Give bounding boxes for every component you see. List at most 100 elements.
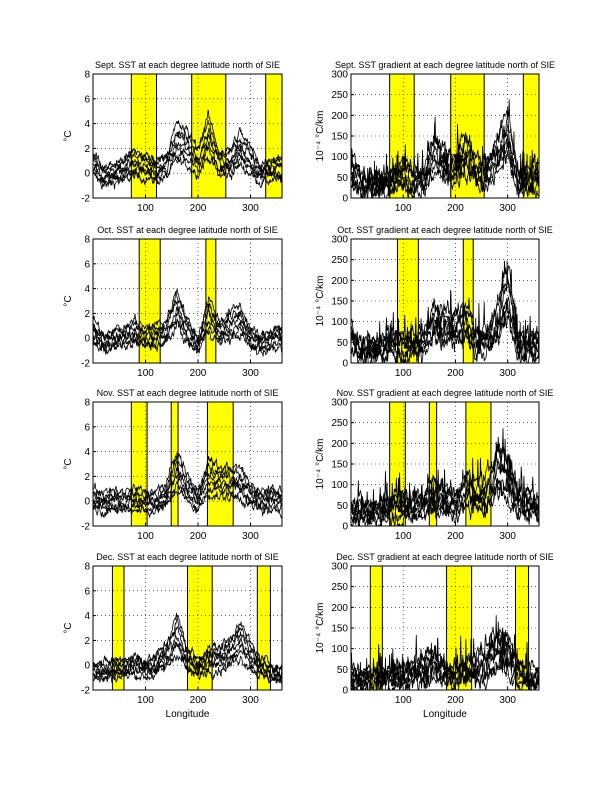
y-tick-label: 0 <box>342 522 348 533</box>
series-line <box>93 318 282 354</box>
series-line <box>351 436 539 517</box>
y-tick-label: -2 <box>81 359 90 370</box>
y-tick-label: 100 <box>331 152 348 163</box>
series-group <box>351 99 539 198</box>
series-line <box>351 626 539 682</box>
x-tick-label: 200 <box>447 695 464 706</box>
series-line <box>93 120 282 174</box>
y-tick-label: 6 <box>84 422 90 433</box>
series-line <box>351 305 539 363</box>
y-tick-label: 100 <box>331 480 348 491</box>
series-line <box>351 302 539 363</box>
x-tick-label: 100 <box>137 531 154 542</box>
y-tick-label: 4 <box>84 119 90 130</box>
axes-frame <box>92 565 283 691</box>
series-line <box>93 145 282 188</box>
series-line <box>93 454 282 502</box>
x-tick-label: 100 <box>395 203 412 214</box>
subplot-title: Nov. SST at each degree latitude north o… <box>97 388 279 398</box>
series-group <box>351 615 539 690</box>
y-tick-label: 200 <box>331 439 348 450</box>
series-group <box>93 109 282 190</box>
series-line <box>351 106 539 190</box>
y-tick-label: 200 <box>331 276 348 287</box>
x-tick-label: 100 <box>395 695 412 706</box>
y-tick-label: 150 <box>331 132 348 143</box>
y-axis-label: °C <box>63 130 74 141</box>
y-tick-label: 0 <box>84 661 90 672</box>
subplot-title: Oct. SST at each degree latitude north o… <box>97 225 277 235</box>
y-tick-label: 300 <box>331 562 348 573</box>
subplot-title: Sept. SST at each degree latitude north … <box>95 60 280 70</box>
y-tick-label: 150 <box>331 624 348 635</box>
y-axis-label: 10⁻⁴ °C/km <box>315 111 326 162</box>
series-line <box>93 654 282 685</box>
x-tick-label: 200 <box>190 368 207 379</box>
subplot-title: Dec. SST gradient at each degree latitud… <box>336 552 553 562</box>
y-tick-label: 8 <box>84 235 90 246</box>
y-tick-label: 0 <box>84 497 90 508</box>
x-axis-label: Longitude <box>166 709 210 720</box>
subplot-title: Dec. SST at each degree latitude north o… <box>96 552 278 562</box>
subplot-title: Oct. SST gradient at each degree latitud… <box>337 225 552 235</box>
y-tick-label: 250 <box>331 582 348 593</box>
series-line <box>351 99 539 186</box>
x-tick-label: 300 <box>499 368 516 379</box>
x-tick-label: 200 <box>447 203 464 214</box>
y-tick-label: 4 <box>84 447 90 458</box>
y-tick-label: 4 <box>84 284 90 295</box>
y-tick-label: 0 <box>342 194 348 205</box>
x-tick-label: 300 <box>242 203 259 214</box>
x-tick-label: 100 <box>395 531 412 542</box>
y-tick-label: 0 <box>342 359 348 370</box>
series-line <box>351 428 539 513</box>
y-tick-label: 8 <box>84 70 90 81</box>
y-tick-label: 2 <box>84 472 90 483</box>
axes-frame <box>92 73 283 199</box>
series-line <box>351 471 539 526</box>
highlight-band <box>206 401 234 527</box>
x-tick-label: 100 <box>137 203 154 214</box>
highlight-band <box>205 238 217 364</box>
y-tick-label: 4 <box>84 611 90 622</box>
y-tick-label: 100 <box>331 317 348 328</box>
series-line <box>93 626 282 679</box>
y-tick-label: 2 <box>84 309 90 320</box>
y-tick-label: 100 <box>331 644 348 655</box>
x-tick-label: 200 <box>190 203 207 214</box>
series-line <box>93 467 282 509</box>
series-line <box>351 260 539 356</box>
x-tick-label: 300 <box>242 531 259 542</box>
y-tick-label: 50 <box>337 338 349 349</box>
series-group <box>93 452 282 519</box>
x-tick-label: 200 <box>447 531 464 542</box>
series-group <box>93 288 282 357</box>
x-tick-label: 300 <box>242 695 259 706</box>
axes-frame <box>92 238 283 364</box>
y-tick-label: 0 <box>342 686 348 697</box>
y-tick-label: 8 <box>84 398 90 409</box>
y-tick-label: 250 <box>331 90 348 101</box>
y-tick-label: 150 <box>331 297 348 308</box>
x-tick-label: 300 <box>499 203 516 214</box>
highlight-band <box>130 73 158 199</box>
y-tick-label: 6 <box>84 94 90 105</box>
subplot-title: Sept. SST gradient at each degree latitu… <box>335 60 555 70</box>
subplot-0: 100 200 300 -2 0 2 4 6 8 Sept. SST at each degree… <box>63 60 283 214</box>
y-tick-label: 200 <box>331 111 348 122</box>
x-tick-label: 300 <box>242 368 259 379</box>
series-line <box>351 621 539 688</box>
y-tick-label: -2 <box>81 686 90 697</box>
x-tick-label: 200 <box>447 368 464 379</box>
y-axis-label: 10⁻⁴ °C/km <box>315 276 326 327</box>
y-tick-label: 150 <box>331 460 348 471</box>
series-line <box>93 643 282 684</box>
y-axis-label: °C <box>63 622 74 633</box>
x-tick-label: 100 <box>395 368 412 379</box>
subplot-title: Nov. SST gradient at each degree latitud… <box>337 388 554 398</box>
y-axis-label: °C <box>63 458 74 469</box>
series-line <box>93 452 282 500</box>
